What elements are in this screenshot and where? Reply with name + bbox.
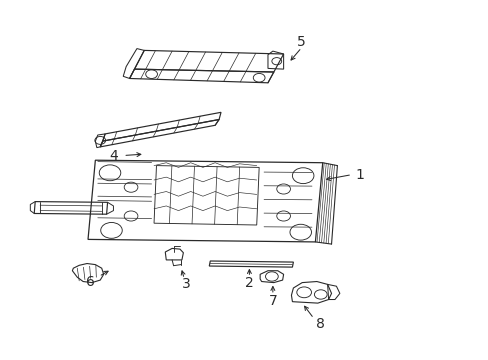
Text: 1: 1 <box>354 168 363 181</box>
Text: 4: 4 <box>109 149 118 162</box>
Text: 5: 5 <box>297 35 305 49</box>
Text: 6: 6 <box>86 275 95 288</box>
Text: 8: 8 <box>315 317 324 331</box>
Text: 7: 7 <box>268 294 277 307</box>
Text: 3: 3 <box>181 278 190 291</box>
Text: 2: 2 <box>244 276 253 289</box>
